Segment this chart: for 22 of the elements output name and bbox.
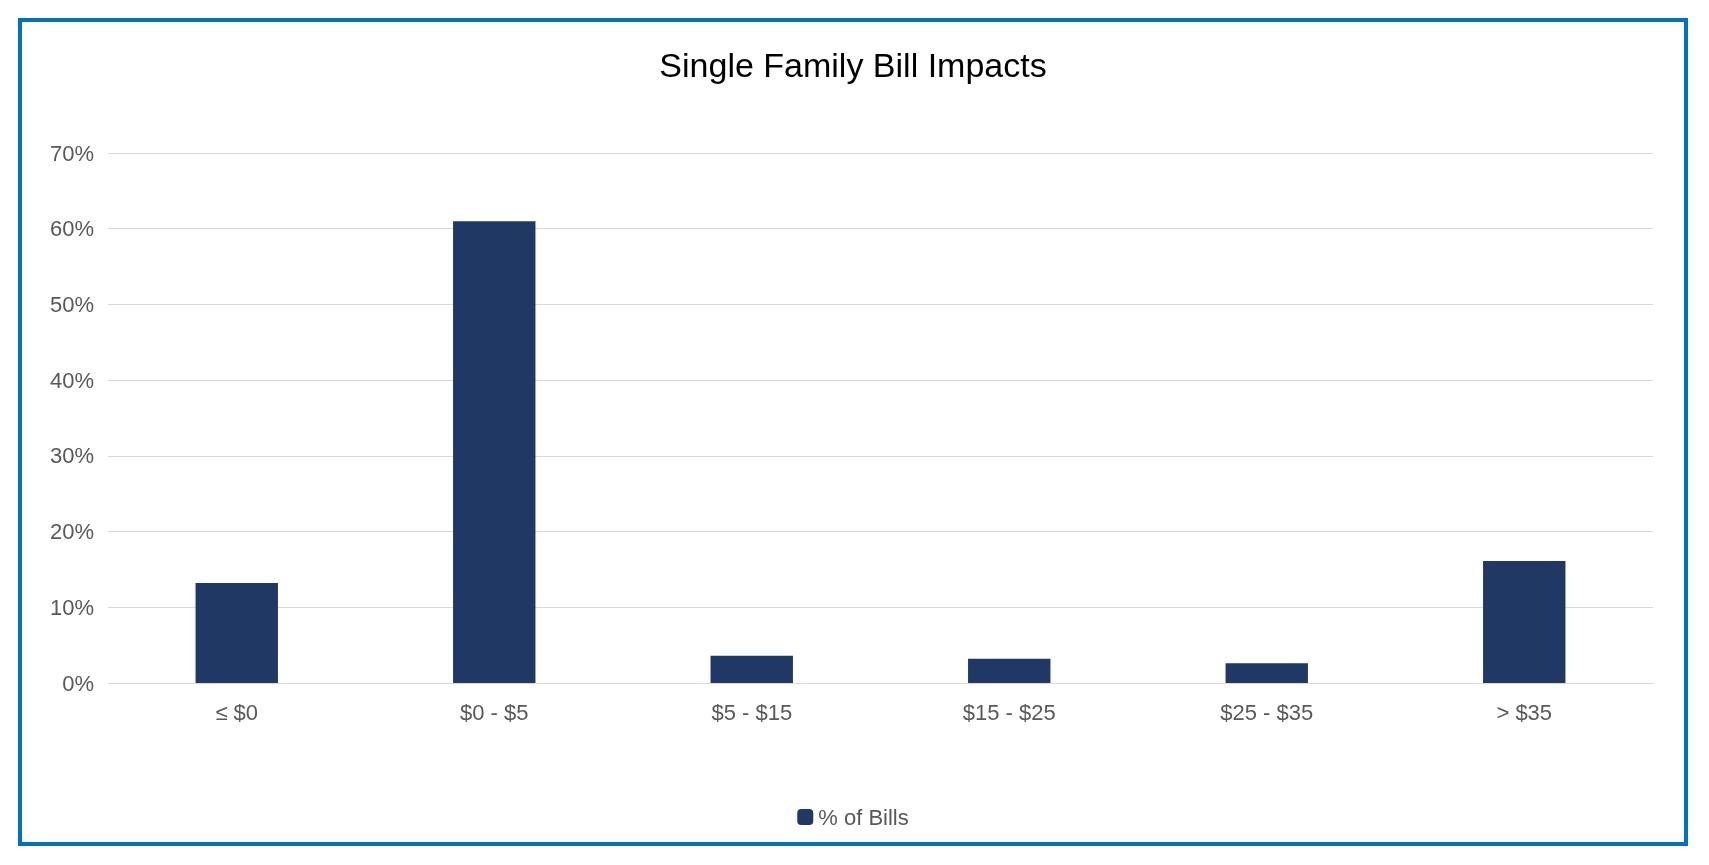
y-tick-label: 70% [49, 140, 94, 166]
legend-label: % of Bills [818, 804, 909, 830]
bar [968, 658, 1051, 683]
bar [453, 221, 536, 683]
y-tick-label: 40% [49, 367, 94, 393]
y-tick-label: 30% [49, 443, 94, 469]
y-tick-label: 60% [49, 216, 94, 242]
chart-title: Single Family Bill Impacts [659, 46, 1047, 84]
bar [710, 655, 793, 683]
x-tick-label: > $35 [1496, 699, 1553, 725]
bar [1225, 663, 1308, 683]
bar [195, 583, 278, 683]
x-tick-label: ≤ $0 [215, 699, 259, 725]
x-tick-label: $5 - $15 [711, 699, 793, 725]
x-tick-label: $0 - $5 [460, 699, 529, 725]
bar [1483, 561, 1566, 683]
x-tick-label: $15 - $25 [962, 699, 1056, 725]
x-tick-label: $25 - $35 [1220, 699, 1314, 725]
y-tick-label: 0% [62, 670, 94, 696]
y-tick-label: 20% [49, 519, 94, 545]
y-tick-label: 50% [49, 291, 94, 317]
y-tick-label: 10% [49, 594, 94, 620]
